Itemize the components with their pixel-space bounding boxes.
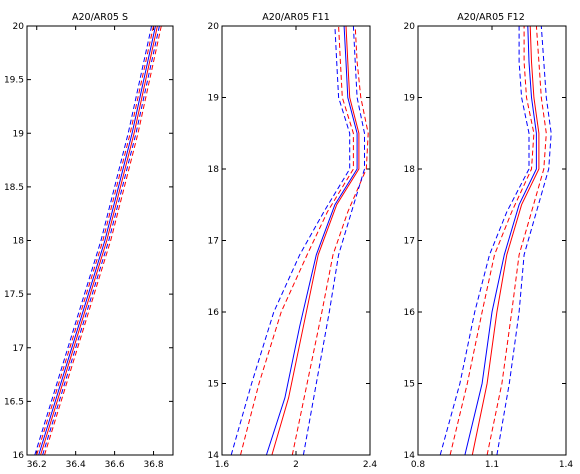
y-tick-label: 18: [13, 237, 25, 247]
x-tick-label: 36.8: [144, 460, 164, 470]
panel-salinity: A20/AR05 S 16 16.5 17 17.5 18 18.5 19 19.5 20 36.…: [4, 12, 174, 470]
y-tick-label: 19: [208, 94, 220, 104]
bound-line: [230, 25, 351, 456]
y-tick-label: 17.5: [4, 290, 24, 300]
x-tick-label: 2: [293, 460, 299, 470]
plot-frame: [417, 25, 567, 456]
y-tick-label: 16: [404, 308, 416, 318]
y-tick-label: 18: [404, 165, 416, 175]
series-group: [439, 25, 552, 456]
y-tick-label: 17: [208, 237, 219, 247]
profile-line: [271, 25, 360, 456]
y-tick-label: 16: [208, 308, 220, 318]
x-tick-label: 2.4: [363, 460, 378, 470]
y-tick-label: 16: [13, 451, 25, 461]
plot-frame: [221, 25, 371, 456]
bound-line: [449, 26, 535, 456]
y-tick-label: 20: [404, 22, 416, 32]
x-tick-label: 0.8: [411, 460, 426, 470]
panel-title: A20/AR05 F12: [457, 12, 525, 23]
y-tick-label: 15: [404, 380, 415, 390]
y-tick-label: 14: [404, 451, 416, 461]
x-tick-label: 1.6: [215, 460, 230, 470]
y-tick-label: 17: [13, 344, 24, 354]
y-tick-label: 20: [13, 22, 25, 32]
profile-line: [40, 25, 158, 456]
panel-f12: A20/AR05 F12 14 15 16 17 18 19 20 0.8 1.1 1.4: [404, 12, 574, 470]
y-tick-label: 19.5: [4, 76, 24, 86]
y-tick-label: 16.5: [4, 397, 24, 407]
bound-line: [44, 25, 162, 456]
bound-line: [42, 25, 160, 456]
plot-frame: [26, 25, 174, 456]
y-tick-label: 20: [208, 22, 220, 32]
bound-line: [291, 25, 369, 456]
y-tick-label: 19: [404, 94, 416, 104]
profile-line: [265, 25, 358, 456]
series-group: [34, 25, 162, 456]
panel-f11: A20/AR05 F11 14 15 16 17 18 19 20 1.6 2 2.4: [208, 12, 378, 470]
x-tick-label: 36.2: [27, 460, 47, 470]
x-tick-label: 1.4: [559, 460, 574, 470]
y-tick-label: 14: [208, 451, 220, 461]
tick-group: 14 15 16 17 18 19 20 1.6 2 2.4: [208, 22, 378, 470]
panel-title: A20/AR05 F11: [262, 12, 330, 23]
bound-line: [34, 25, 153, 456]
profile-line: [38, 25, 156, 456]
y-tick-label: 17: [404, 237, 415, 247]
bound-line: [486, 25, 547, 456]
x-tick-label: 36.6: [105, 460, 125, 470]
bound-line: [496, 25, 552, 456]
bound-line: [240, 25, 354, 456]
tick-group: 14 15 16 17 18 19 20 0.8 1.1 1.4: [404, 22, 574, 470]
profile-line: [471, 25, 540, 456]
y-tick-label: 15: [208, 380, 219, 390]
bound-line: [36, 25, 154, 456]
profile-line: [464, 25, 537, 456]
panel-title: A20/AR05 S: [72, 12, 128, 23]
x-tick-label: 36.4: [66, 460, 86, 470]
x-tick-label: 1.1: [485, 460, 499, 470]
series-group: [230, 25, 369, 456]
y-tick-label: 19: [13, 129, 25, 139]
bound-line: [302, 25, 365, 456]
y-tick-label: 18: [208, 165, 220, 175]
y-tick-label: 18.5: [4, 183, 24, 193]
tick-group: 16 16.5 17 17.5 18 18.5 19 19.5 20 36.2 36.4 36.6 36…: [4, 22, 173, 470]
bound-line: [439, 26, 530, 456]
